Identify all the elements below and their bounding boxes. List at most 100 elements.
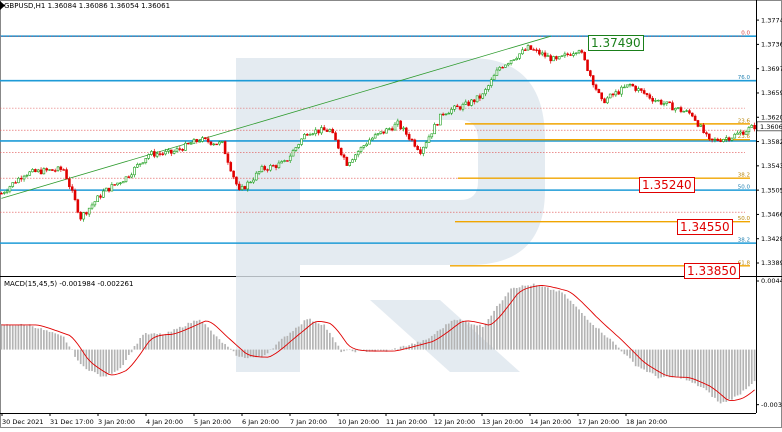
candle-body xyxy=(150,151,153,155)
candle-body xyxy=(382,131,385,134)
candle-body xyxy=(557,56,561,60)
candle-body xyxy=(314,129,317,135)
candle-body xyxy=(640,88,643,91)
candle-body xyxy=(424,142,428,148)
candle-body xyxy=(478,95,482,99)
candle-body xyxy=(413,139,417,147)
candle-body xyxy=(127,176,131,178)
candle-body xyxy=(232,170,235,178)
candle-body xyxy=(8,186,12,192)
candle-body xyxy=(266,169,269,171)
dropdown-arrow-icon[interactable] xyxy=(0,1,5,10)
candle-body xyxy=(665,101,669,104)
candle-body xyxy=(45,168,49,171)
candle-body xyxy=(85,212,88,215)
candle-body xyxy=(206,138,210,143)
fib-level-label: 76.0 xyxy=(738,75,751,81)
trend-line xyxy=(1,35,551,199)
candle-body xyxy=(280,161,284,164)
candle-body xyxy=(36,169,40,173)
candle-body xyxy=(254,172,258,181)
date-tick-label: 17 Jan 20:00 xyxy=(578,418,619,426)
candle-body xyxy=(42,168,46,175)
candle-body xyxy=(436,124,439,126)
candle-body xyxy=(461,103,465,110)
candle-body xyxy=(11,182,15,187)
candle-body xyxy=(393,123,397,131)
candle-body xyxy=(158,153,162,155)
candle-body xyxy=(682,111,686,113)
candle-body xyxy=(172,150,176,154)
candle-body xyxy=(2,192,6,194)
candle-body xyxy=(563,53,567,57)
fib-level-label: 61.8 xyxy=(738,260,751,266)
candle-body xyxy=(710,138,714,141)
candle-body xyxy=(589,70,592,76)
price-tick-label: 1.34280 xyxy=(761,235,782,243)
candle-body xyxy=(512,59,516,61)
candle-body xyxy=(518,53,521,59)
watermark-logo xyxy=(236,58,545,372)
candle-body xyxy=(540,52,544,55)
level-label-low2: 1.33850 xyxy=(684,263,740,279)
candle-body xyxy=(674,108,677,111)
candle-body xyxy=(252,179,255,183)
candle-body xyxy=(388,128,391,130)
candle-body xyxy=(427,136,431,143)
candle-body xyxy=(591,75,595,86)
candle-body xyxy=(521,49,524,55)
candle-body xyxy=(288,155,292,161)
candle-body xyxy=(498,66,502,71)
candle-body xyxy=(337,139,340,149)
level-label-top: 1.37490 xyxy=(588,35,644,51)
candle-body xyxy=(535,49,538,51)
candle-body xyxy=(688,110,691,114)
date-tick-label: 13 Jan 20:00 xyxy=(482,418,523,426)
candle-body xyxy=(14,182,17,184)
candle-body xyxy=(136,164,139,168)
candle-body xyxy=(538,49,541,55)
candle-body xyxy=(753,124,756,130)
candle-body xyxy=(529,45,533,50)
candle-body xyxy=(625,84,629,88)
candle-body xyxy=(569,54,572,56)
date-tick-label: 5 Jan 20:00 xyxy=(194,418,231,426)
candle-body xyxy=(634,85,637,91)
candle-body xyxy=(311,133,315,135)
candle-body xyxy=(209,141,213,145)
candle-body xyxy=(76,199,80,213)
candle-body xyxy=(359,147,363,152)
candle-body xyxy=(164,151,167,155)
candle-body xyxy=(385,128,388,134)
candle-body xyxy=(220,141,224,143)
candle-body xyxy=(733,133,737,139)
candle-body xyxy=(724,137,728,140)
date-tick-label: 12 Jan 20:00 xyxy=(434,418,475,426)
candle-body xyxy=(509,60,513,64)
candle-body xyxy=(303,134,306,140)
candle-body xyxy=(736,132,739,135)
candle-body xyxy=(62,169,65,171)
candle-body xyxy=(107,187,111,192)
candle-body xyxy=(707,133,711,140)
candle-body xyxy=(659,99,663,105)
candle-body xyxy=(481,93,485,99)
candle-body xyxy=(263,166,267,170)
candle-body xyxy=(750,124,754,128)
date-tick-label: 18 Jan 20:00 xyxy=(626,418,667,426)
price-tick-label: 1.36975 xyxy=(761,65,782,73)
candle-body xyxy=(464,101,468,105)
date-tick-label: 11 Jan 20:00 xyxy=(386,418,427,426)
candle-body xyxy=(691,112,694,117)
candle-body xyxy=(549,55,553,62)
candle-body xyxy=(600,92,603,100)
candle-body xyxy=(198,141,201,143)
candle-body xyxy=(96,195,99,202)
price-tick-label: 1.37745 xyxy=(761,16,782,24)
candle-body xyxy=(597,89,601,94)
candle-body xyxy=(546,55,550,57)
candle-body xyxy=(351,159,354,163)
candle-body xyxy=(730,137,734,141)
